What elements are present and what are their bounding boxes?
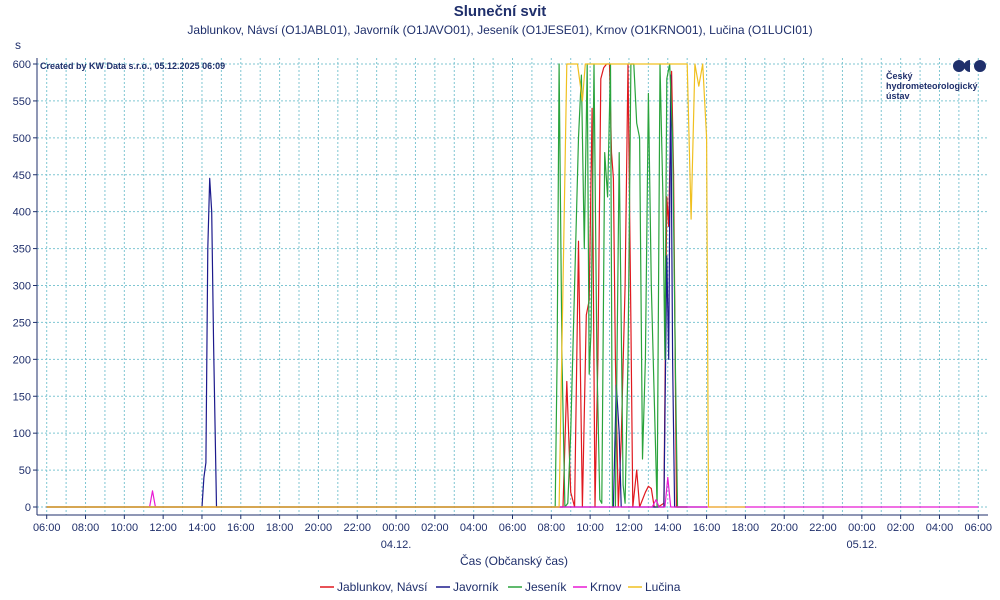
y-tick-label: 100 xyxy=(13,428,31,440)
x-tick-label: 14:00 xyxy=(188,522,216,534)
y-ticks: 0 50 100 150 200 250 300 350 400 450 500 550 600 xyxy=(13,59,37,514)
logo-line-1: Český xyxy=(886,70,913,81)
x-tick-label: 18:00 xyxy=(732,522,760,534)
y-axis-label: s xyxy=(15,38,21,52)
y-tick-label: 600 xyxy=(13,59,31,71)
x-tick-label: 06:00 xyxy=(33,522,61,534)
x-tick-label: 22:00 xyxy=(809,522,837,534)
legend: Jablunkov, Návsí Javorník Jeseník Krnov Luči… xyxy=(320,580,681,594)
x-tick-label: 20:00 xyxy=(305,522,333,534)
y-tick-label: 300 xyxy=(13,281,31,293)
y-tick-label: 250 xyxy=(13,317,31,329)
legend-item: Jeseník xyxy=(508,580,567,594)
x-tick-label: 02:00 xyxy=(887,522,915,534)
x-tick-label: 02:00 xyxy=(421,522,449,534)
logo-line-3: ústav xyxy=(886,91,910,101)
logo-line-2: hydrometeorologický xyxy=(886,81,978,91)
y-tick-label: 50 xyxy=(19,465,31,477)
chart-subtitle: Jablunkov, Návsí (O1JABL01), Javorník (O… xyxy=(187,23,812,37)
credit-text: Created by KW Data s.r.o., 05.12.2025 06… xyxy=(40,61,225,71)
x-tick-label: 04:00 xyxy=(460,522,488,534)
x-tick-label: 18:00 xyxy=(266,522,294,534)
x-tick-label: 12:00 xyxy=(149,522,177,534)
legend-label: Krnov xyxy=(590,580,621,594)
y-tick-label: 350 xyxy=(13,244,31,256)
legend-item: Krnov xyxy=(573,580,621,594)
series-lines xyxy=(46,63,979,508)
y-tick-label: 550 xyxy=(13,96,31,108)
legend-item: Javorník xyxy=(436,580,499,594)
y-tick-label: 400 xyxy=(13,207,31,219)
y-tick-label: 150 xyxy=(13,391,31,403)
x-tick-label: 16:00 xyxy=(693,522,721,534)
x-tick-label: 06:00 xyxy=(965,522,993,534)
x-tick-label: 14:00 xyxy=(654,522,682,534)
x-tick-label: 06:00 xyxy=(499,522,527,534)
x-ticks: 06:00 08:00 10:00 12:00 14:00 16:00 18:00 20:00… xyxy=(33,515,992,551)
date-label: 05.12. xyxy=(847,539,878,551)
grid xyxy=(37,58,988,515)
series-line-javorn-k xyxy=(46,74,707,508)
chmi-logo-mark xyxy=(953,60,986,72)
x-tick-label: 10:00 xyxy=(576,522,604,534)
y-tick-label: 500 xyxy=(13,133,31,145)
date-label: 04.12. xyxy=(381,539,412,551)
x-tick-label: 12:00 xyxy=(615,522,643,534)
legend-label: Jablunkov, Návsí xyxy=(337,580,428,594)
series-line-lu-ina xyxy=(46,63,746,508)
y-tick-label: 0 xyxy=(25,502,31,514)
x-tick-label: 08:00 xyxy=(538,522,566,534)
chmi-logo: Český hydrometeorologický ústav xyxy=(886,60,986,101)
x-tick-label: 00:00 xyxy=(382,522,410,534)
y-tick-label: 450 xyxy=(13,170,31,182)
legend-item: Jablunkov, Návsí xyxy=(320,580,428,594)
chart-title: Sluneční svit xyxy=(454,3,547,20)
x-axis-label: Čas (Občanský čas) xyxy=(460,553,568,568)
x-tick-label: 10:00 xyxy=(111,522,139,534)
x-tick-label: 04:00 xyxy=(926,522,954,534)
y-tick-label: 200 xyxy=(13,354,31,366)
x-tick-label: 22:00 xyxy=(343,522,371,534)
legend-label: Javorník xyxy=(453,580,499,594)
x-tick-label: 00:00 xyxy=(848,522,876,534)
x-tick-label: 08:00 xyxy=(72,522,100,534)
x-tick-label: 20:00 xyxy=(770,522,798,534)
x-tick-label: 16:00 xyxy=(227,522,255,534)
legend-label: Jeseník xyxy=(525,580,567,594)
legend-label: Lučina xyxy=(645,580,681,594)
legend-item: Lučina xyxy=(628,580,681,594)
